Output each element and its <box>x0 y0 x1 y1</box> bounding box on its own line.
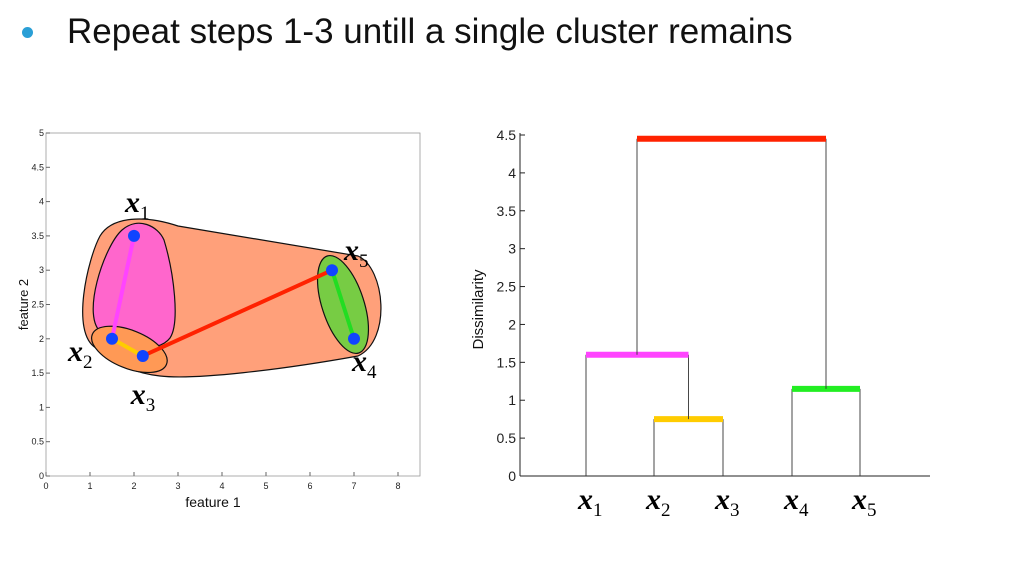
y-tick-label: 3.5 <box>31 231 44 241</box>
x-tick-label: 4 <box>219 481 224 491</box>
x-axis-label: feature 1 <box>185 494 240 510</box>
x-tick-label: 6 <box>307 481 312 491</box>
data-point <box>136 349 149 362</box>
point-label: x3 <box>130 378 156 416</box>
point-label: x5 <box>343 234 369 272</box>
leaf-label: x5 <box>851 483 877 518</box>
data-point <box>106 332 118 345</box>
x-tick-label: 8 <box>395 481 400 491</box>
leaf-label: x4 <box>783 483 809 518</box>
x-tick-label: 2 <box>131 481 136 491</box>
bullet-line: Repeat steps 1-3 untill a single cluster… <box>22 4 793 60</box>
y-tick-label: 4 <box>39 197 44 207</box>
x-tick-label: 0 <box>43 481 48 491</box>
cluster-link <box>140 268 334 358</box>
dendrogram-chart: 0 0.5 1 1.5 2 2.5 3 3.5 4 4.5 Dissimilarity x1 x2 x3 x… <box>470 127 930 518</box>
y-tick-label: 2.5 <box>497 279 517 295</box>
y-tick-label: 3.5 <box>497 203 517 219</box>
y-tick-label: 2 <box>39 334 44 344</box>
x-tick-label: 7 <box>351 481 356 491</box>
leaf-label: x2 <box>645 483 671 518</box>
x-tick-label: 3 <box>175 481 180 491</box>
y-tick-label: 4 <box>508 165 516 181</box>
y-tick-label: 5 <box>39 128 44 138</box>
y-tick-label: 0.5 <box>31 437 44 447</box>
point-label: x4 <box>351 345 377 383</box>
data-point <box>128 229 140 242</box>
point-label: x2 <box>67 335 93 373</box>
data-point <box>326 264 338 277</box>
bullet-icon <box>22 26 33 38</box>
y-tick-label: 3 <box>508 241 516 257</box>
y-tick-label: 0.5 <box>497 430 517 446</box>
leaf-label: x3 <box>714 483 740 518</box>
x-tick-label: 5 <box>263 481 268 491</box>
y-tick-label: 1.5 <box>497 354 517 370</box>
y-tick-label: 4.5 <box>31 162 44 172</box>
y-tick-label: 1 <box>39 402 44 412</box>
scatter-plot: 0 1 2 3 4 5 6 7 8 0 0.5 1 1.5 2 2.5 3 3.5 4 4.5 5 feature 1 f… <box>16 128 421 510</box>
y-tick-label: 2 <box>508 316 516 332</box>
y-tick-label: 1.5 <box>31 368 44 378</box>
y-tick-label: 0 <box>508 468 516 484</box>
y-axis-label: feature 2 <box>16 279 31 330</box>
bullet-text: Repeat steps 1-3 untill a single cluster… <box>67 12 793 51</box>
y-tick-label: 3 <box>39 265 44 275</box>
cluster-link <box>330 268 356 341</box>
y-tick-label: 2.5 <box>31 300 44 310</box>
x-tick-label: 1 <box>87 481 92 491</box>
data-point <box>348 332 360 345</box>
cluster-link <box>110 233 136 341</box>
y-axis-label: Dissimilarity <box>470 269 487 349</box>
leaf-label: x1 <box>577 483 603 518</box>
y-tick-label: 4.5 <box>497 127 517 143</box>
point-label: x1 <box>124 186 150 224</box>
y-tick-label: 0 <box>39 471 44 481</box>
y-tick-label: 1 <box>508 392 516 408</box>
